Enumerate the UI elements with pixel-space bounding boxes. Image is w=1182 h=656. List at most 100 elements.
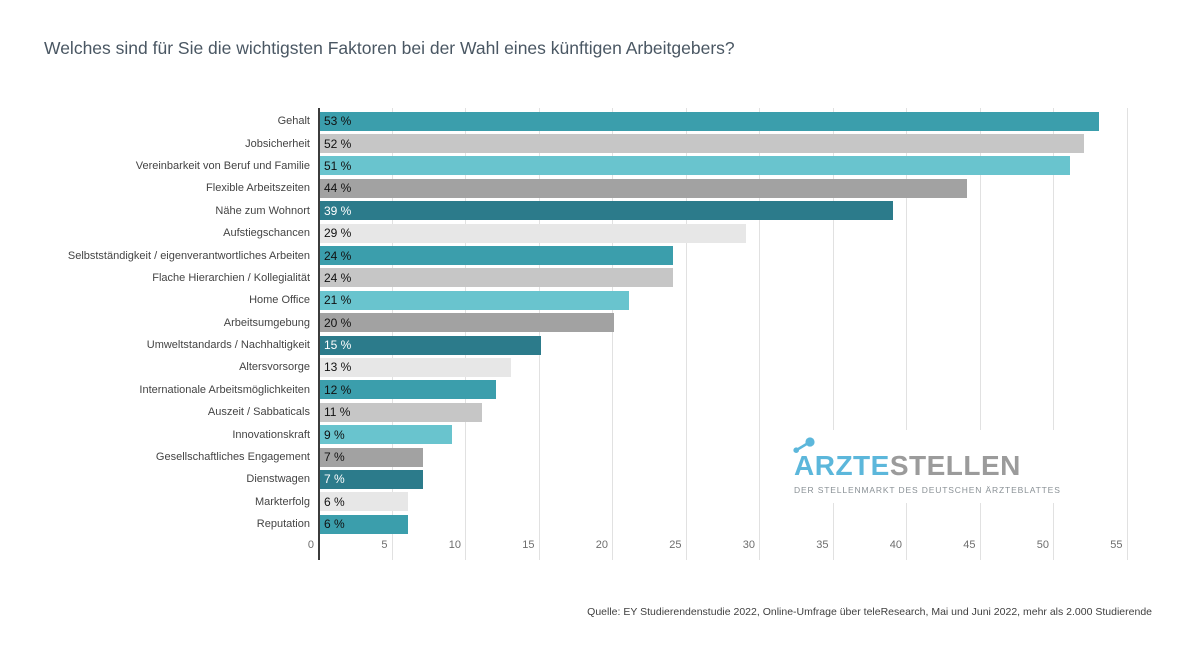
bar: 24 % bbox=[320, 246, 673, 266]
category-label: Markterfolg bbox=[254, 495, 310, 508]
bar-row: Flache Hierarchien / Kollegialität 24 % bbox=[0, 267, 1182, 289]
bar-track: 13 % bbox=[320, 357, 1182, 377]
category-label: Altersvorsorge bbox=[239, 361, 310, 374]
gridline bbox=[465, 108, 466, 560]
bar: 51 % bbox=[320, 156, 1070, 176]
value-label: 13 % bbox=[324, 360, 352, 375]
bar-track: 44 % bbox=[320, 178, 1182, 198]
gridline bbox=[685, 108, 687, 560]
bar-row: Flexible Arbeitszeiten 44 % bbox=[0, 177, 1182, 199]
category-label: Innovationskraft bbox=[232, 428, 310, 441]
bar-track: 24 % bbox=[320, 268, 1182, 288]
x-tick-label: 0 bbox=[307, 539, 314, 551]
y-axis-line bbox=[318, 108, 320, 560]
gridline bbox=[612, 108, 613, 560]
x-tick-label: 50 bbox=[1036, 539, 1049, 551]
value-label: 24 % bbox=[324, 270, 352, 285]
category-label: Gehalt bbox=[277, 115, 310, 128]
bar-row: Innovationskraft 9 % bbox=[0, 423, 1182, 445]
logo-letter-a: A bbox=[794, 450, 815, 481]
bar: 15 % bbox=[320, 335, 541, 355]
bar-row: Dienstwagen 7 % bbox=[0, 468, 1182, 490]
bar: 13 % bbox=[320, 357, 512, 377]
x-tick-label: 5 bbox=[381, 539, 388, 551]
bar: 29 % bbox=[320, 223, 747, 243]
logo-tagline: DER STELLENMARKT DES DEUTSCHEN ÄRZTEBLAT… bbox=[794, 485, 1061, 495]
bar-track: 52 % bbox=[320, 134, 1182, 154]
bar: 12 % bbox=[320, 380, 497, 400]
gridline bbox=[906, 108, 907, 560]
category-label: Arbeitsumgebung bbox=[223, 316, 310, 329]
bar: 39 % bbox=[320, 201, 894, 221]
bar-track: 21 % bbox=[320, 290, 1182, 310]
gridline bbox=[391, 108, 393, 560]
x-tick-label: 40 bbox=[889, 539, 902, 551]
logo-first-letter: A bbox=[793, 437, 815, 481]
bar: 53 % bbox=[320, 111, 1100, 131]
value-label: 9 % bbox=[324, 427, 345, 442]
x-tick-label: 45 bbox=[963, 539, 976, 551]
bar: 7 % bbox=[320, 447, 423, 467]
gridline bbox=[979, 108, 981, 560]
bar-chart: Gehalt 53 % Jobsicherheit 52 % Vereinbarkeit… bbox=[0, 108, 1182, 578]
bar: 52 % bbox=[320, 134, 1085, 154]
bar-row: Vereinbarkeit von Beruf und Familie 51 % bbox=[0, 155, 1182, 177]
bar-row: Gehalt 53 % bbox=[0, 110, 1182, 132]
bar: 7 % bbox=[320, 469, 423, 489]
bar-row: Arbeitsumgebung 20 % bbox=[0, 312, 1182, 334]
category-label: Dienstwagen bbox=[246, 473, 310, 486]
x-tick-label: 10 bbox=[448, 539, 461, 551]
x-tick-label: 15 bbox=[522, 539, 535, 551]
bar-row: Internationale Arbeitsmöglichkeiten 12 % bbox=[0, 379, 1182, 401]
bar-track: 9 % bbox=[320, 425, 1182, 445]
logo-part2: STELLEN bbox=[889, 450, 1021, 481]
x-tick-label: 30 bbox=[742, 539, 755, 551]
bar-row: Reputation 6 % bbox=[0, 513, 1182, 535]
bar-track: 15 % bbox=[320, 335, 1182, 355]
bar-track: 39 % bbox=[320, 201, 1182, 221]
aerztestellen-logo: A RZTESTELLEN DER STELLENMARKT DES DEUTS… bbox=[788, 430, 1071, 503]
value-label: 21 % bbox=[324, 293, 352, 308]
category-label: Nähe zum Wohnort bbox=[215, 204, 310, 217]
bar-row: Aufstiegschancen 29 % bbox=[0, 222, 1182, 244]
bar-track: 7 % bbox=[320, 469, 1182, 489]
bar: 6 % bbox=[320, 492, 409, 512]
logo-part1: RZTE bbox=[814, 450, 890, 481]
source-note: Quelle: EY Studierendenstudie 2022, Onli… bbox=[587, 606, 1152, 618]
category-label: Selbstständigkeit / eigenverantwortliche… bbox=[67, 249, 310, 262]
value-label: 24 % bbox=[324, 248, 352, 263]
category-label: Jobsicherheit bbox=[245, 137, 310, 150]
category-label: Flexible Arbeitszeiten bbox=[206, 182, 310, 195]
value-label: 12 % bbox=[324, 382, 352, 397]
bar-row: Nähe zum Wohnort 39 % bbox=[0, 200, 1182, 222]
bar-track: 24 % bbox=[320, 246, 1182, 266]
value-label: 39 % bbox=[324, 203, 352, 218]
bar: 9 % bbox=[320, 425, 453, 445]
gridline bbox=[832, 108, 834, 560]
gridline bbox=[1126, 108, 1128, 560]
category-label: Gesellschaftliches Engagement bbox=[155, 451, 310, 464]
value-label: 7 % bbox=[324, 472, 345, 487]
bar-rows: Gehalt 53 % Jobsicherheit 52 % Vereinbarkeit… bbox=[0, 110, 1182, 535]
value-label: 51 % bbox=[324, 158, 352, 173]
value-label: 6 % bbox=[324, 494, 345, 509]
bar-row: Auszeit / Sabbaticals 11 % bbox=[0, 401, 1182, 423]
bar-track: 6 % bbox=[320, 514, 1182, 534]
x-tick-label: 35 bbox=[816, 539, 829, 551]
category-label: Home Office bbox=[249, 294, 310, 307]
bar-row: Umweltstandards / Nachhaltigkeit 15 % bbox=[0, 334, 1182, 356]
bar: 21 % bbox=[320, 290, 629, 310]
category-label: Reputation bbox=[256, 518, 310, 531]
bar-track: 51 % bbox=[320, 156, 1182, 176]
bar-row: Altersvorsorge 13 % bbox=[0, 356, 1182, 378]
x-tick-label: 55 bbox=[1110, 539, 1123, 551]
value-label: 44 % bbox=[324, 181, 352, 196]
chart-title: Welches sind für Sie die wichtigsten Fak… bbox=[44, 38, 735, 58]
value-label: 11 % bbox=[324, 405, 351, 420]
bar-track: 11 % bbox=[320, 402, 1182, 422]
value-label: 6 % bbox=[324, 517, 345, 532]
molecule-umlaut-icon bbox=[793, 437, 815, 453]
bar-row: Gesellschaftliches Engagement 7 % bbox=[0, 446, 1182, 468]
bar-row: Markterfolg 6 % bbox=[0, 491, 1182, 513]
